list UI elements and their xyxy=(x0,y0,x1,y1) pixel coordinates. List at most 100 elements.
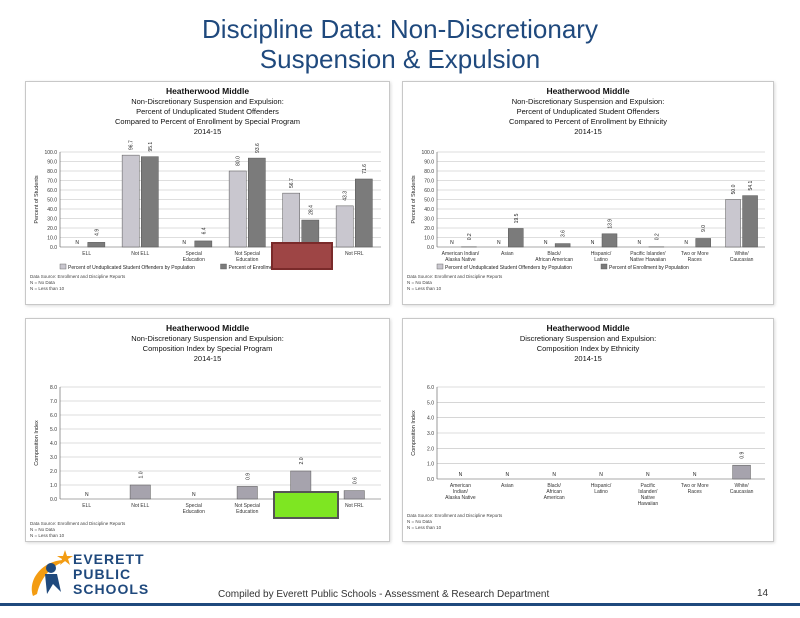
slide-title-line2: Suspension & Expulsion xyxy=(259,44,541,74)
y-tick-label: 100.0 xyxy=(421,150,434,156)
bar-data-label: N xyxy=(192,492,196,498)
x-tick-label: ELL xyxy=(82,503,91,509)
y-tick-label: 6.0 xyxy=(427,385,434,391)
footer-rule xyxy=(0,603,800,606)
bar-data-label: N xyxy=(505,472,509,478)
highlight-box xyxy=(273,491,339,519)
bar-data-label: 3.6 xyxy=(561,230,567,237)
chart-title-line: Non-Discretionary Suspension and Expulsi… xyxy=(512,97,665,106)
x-tick-label: Not ELL xyxy=(131,503,149,509)
bar-data-label: 56.7 xyxy=(289,178,295,188)
y-tick-label: 3.0 xyxy=(427,431,434,437)
chart-title-line: Composition Index by Special Program xyxy=(143,344,273,353)
x-tick-label: Black/ xyxy=(547,483,561,489)
bar-data-label: N xyxy=(552,472,556,478)
chart-title-line: 2014-15 xyxy=(194,354,222,363)
x-tick-label: Races xyxy=(688,489,703,495)
bar xyxy=(742,195,758,248)
x-tick-label: Education xyxy=(183,509,205,515)
y-tick-label: 80.0 xyxy=(47,169,57,175)
legend-swatch xyxy=(600,263,608,270)
bar-data-label: 19.5 xyxy=(514,213,520,223)
bar-data-label: N xyxy=(646,472,650,478)
y-tick-label: 5.0 xyxy=(50,427,57,433)
y-tick-label: 5.0 xyxy=(427,400,434,406)
bar-data-label: N xyxy=(85,492,89,498)
x-tick-label: Special xyxy=(186,251,202,257)
bar xyxy=(732,464,751,480)
x-tick-label: ELL xyxy=(82,251,91,257)
bar-data-label: 43.3 xyxy=(343,191,349,201)
y-tick-label: 90.0 xyxy=(424,160,434,166)
bar-data-label: N xyxy=(684,240,688,246)
bar xyxy=(355,178,373,248)
bar-data-label: 71.6 xyxy=(362,164,368,174)
y-axis-label: Percent of Students xyxy=(34,175,40,224)
chart-note: N = No Data xyxy=(30,527,55,532)
legend-swatch xyxy=(436,263,444,270)
x-tick-label: Hispanic/ xyxy=(591,483,612,489)
bar xyxy=(601,233,618,248)
x-tick-label: Black/ xyxy=(547,251,561,257)
x-tick-label: Not ELL xyxy=(131,251,149,257)
chart-note: N = No Data xyxy=(407,280,432,285)
bar xyxy=(121,154,140,248)
slide-title-line1: Discipline Data: Non-Discretionary xyxy=(202,14,598,44)
y-axis-label: Composition Index xyxy=(34,420,40,466)
chart-title-line: Heatherwood Middle xyxy=(546,323,629,333)
bar-data-label: 4.9 xyxy=(94,229,100,236)
x-tick-label: American Indian/ xyxy=(442,251,480,257)
x-tick-label: Special xyxy=(186,503,202,509)
chart-note: N = No Data xyxy=(30,280,55,285)
bar xyxy=(343,490,365,500)
chart-title-line: 2014-15 xyxy=(574,127,602,136)
y-tick-label: 1.0 xyxy=(427,462,434,468)
chart-title-line: 2014-15 xyxy=(194,127,222,136)
chart-note: N = Less than 10 xyxy=(30,533,65,538)
legend-label: Percent of Unduplicated Student Offender… xyxy=(68,265,195,271)
y-tick-label: 0.0 xyxy=(50,497,57,503)
y-tick-label: 60.0 xyxy=(47,188,57,194)
bar-data-label: 2.0 xyxy=(299,457,305,464)
x-tick-label: Not Special xyxy=(234,251,260,257)
y-tick-label: 20.0 xyxy=(47,226,57,232)
y-tick-label: 0.0 xyxy=(427,477,434,483)
y-tick-label: 80.0 xyxy=(424,169,434,175)
x-tick-label: Native xyxy=(641,495,655,501)
chart-note: N = Less than 10 xyxy=(30,286,65,291)
legend-label: Percent of Enrollment by Population xyxy=(229,265,309,271)
chart-note: Data Source: Enrollment and Discipline R… xyxy=(30,274,126,279)
x-tick-label: Latino xyxy=(594,489,608,495)
y-tick-label: 60.0 xyxy=(424,188,434,194)
chart-title-line: Heatherwood Middle xyxy=(546,86,629,96)
chart-title-line: Compared to Percent of Enrollment by Eth… xyxy=(509,117,667,126)
y-tick-label: 10.0 xyxy=(424,236,434,242)
bar-data-label: 28.4 xyxy=(308,205,314,215)
y-tick-label: 100.0 xyxy=(44,150,57,156)
x-tick-label: Caucasian xyxy=(730,257,754,263)
bar-data-label: 80.0 xyxy=(236,156,242,166)
x-tick-label: Not Special xyxy=(234,503,260,509)
x-tick-label: Education xyxy=(183,257,205,263)
y-tick-label: 6.0 xyxy=(50,413,57,419)
logo-text-line3: SCHOOLS xyxy=(73,581,150,597)
x-tick-label: White/ xyxy=(734,251,749,257)
chart-note: N = No Data xyxy=(407,519,432,524)
bar-data-label: 95.1 xyxy=(148,142,154,152)
chart-title-line: Percent of Unduplicated Student Offender… xyxy=(136,107,279,116)
bar-data-label: 0.9 xyxy=(740,452,746,459)
x-tick-label: Caucasian xyxy=(730,489,754,495)
y-tick-label: 40.0 xyxy=(47,207,57,213)
bar-data-label: N xyxy=(591,240,595,246)
chart-title-line: Non-Discretionary Suspension and Expulsi… xyxy=(131,334,284,343)
y-tick-label: 40.0 xyxy=(424,207,434,213)
chart-title-line: Discretionary Suspension and Expulsion: xyxy=(520,334,656,343)
y-tick-label: 50.0 xyxy=(424,198,434,204)
slide-title: Discipline Data: Non-Discretionary Suspe… xyxy=(0,14,800,74)
x-tick-label: Native Hawaiian xyxy=(630,257,666,263)
bar-data-label: N xyxy=(450,240,454,246)
bar-data-label: 50.0 xyxy=(731,184,737,194)
footer-credit: Compiled by Everett Public Schools - Ass… xyxy=(218,589,550,600)
y-tick-label: 20.0 xyxy=(424,226,434,232)
